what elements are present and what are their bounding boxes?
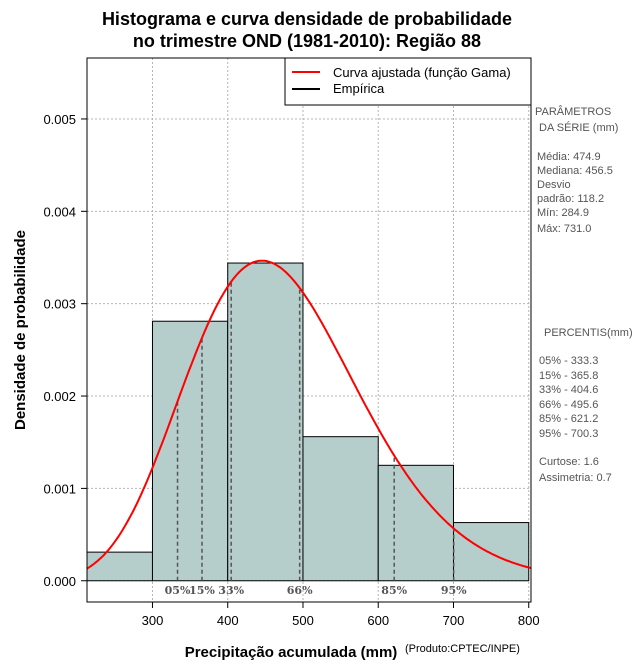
y-tick-label: 0.005	[43, 112, 76, 127]
y-axis-label: Densidade de probabilidade	[12, 230, 29, 430]
assimetria-line: Assimetria: 0.7	[539, 472, 612, 484]
chart-title-line-2: no trimestre OND (1981-2010): Região 88	[133, 31, 481, 51]
params-title-2: DA SÉRIE (mm)	[539, 121, 618, 134]
param-line: Média: 474.9	[537, 151, 601, 163]
percentil-line: 95% - 700.3	[539, 428, 598, 440]
percentil-line: 85% - 621.2	[539, 413, 598, 425]
percentile-lines: 05%15% 33% 66% 85% 95%	[165, 281, 467, 597]
histogram-bar	[227, 262, 304, 582]
param-line: Máx: 731.0	[537, 223, 591, 235]
param-line: Mín: 284.9	[537, 207, 589, 219]
percentil-line: 33% - 404.6	[539, 384, 598, 396]
x-tick-label: 800	[518, 613, 540, 628]
percentil-line: 05% - 333.3	[539, 355, 598, 367]
fitted-curve	[86, 259, 532, 570]
legend-curve-label: Curva ajustada (função Gama)	[333, 65, 511, 80]
param-line: Desvio	[537, 179, 571, 191]
histogram-bar	[452, 522, 530, 582]
legend-box	[284, 57, 532, 106]
percentiles-panel: PERCENTIS(mm) 05% - 333.3 15% - 365.8 33…	[539, 327, 633, 484]
chart-title-line-1: Histograma e curva densidade de probabil…	[102, 9, 512, 29]
param-line: padrão: 118.2	[537, 193, 604, 205]
x-axis-ticks: 300 400 500 600 700 800	[142, 602, 540, 628]
param-line: Mediana: 456.5	[537, 165, 613, 177]
percentile-label: 05%	[165, 584, 191, 597]
series-parameters-panel: PARÂMETROS DA SÉRIE (mm) Média: 474.9 Me…	[535, 105, 618, 235]
y-tick-label: 0.000	[43, 574, 76, 589]
y-tick-label: 0.001	[43, 481, 76, 496]
histogram-bar	[302, 436, 379, 582]
legend: Curva ajustada (função Gama) Empírica	[284, 57, 532, 106]
x-tick-label: 600	[367, 613, 389, 628]
x-tick-label: 300	[142, 613, 164, 628]
y-tick-label: 0.002	[43, 389, 76, 404]
histogram-bar	[151, 320, 229, 582]
x-axis-label: Precipitação acumulada (mm)	[185, 644, 398, 660]
percentile-label: 95%	[441, 584, 467, 597]
percentil-line: 15% - 365.8	[539, 370, 598, 382]
percentile-label: 85%	[381, 584, 407, 597]
percentil-line: 66% - 495.6	[539, 399, 598, 411]
curtose-line: Curtose: 1.6	[539, 456, 599, 468]
x-tick-label: 700	[443, 613, 465, 628]
percentile-label: 33%	[218, 584, 244, 597]
legend-empirical-label: Empírica	[333, 81, 385, 96]
x-tick-label: 500	[292, 613, 314, 628]
x-tick-label: 400	[217, 613, 239, 628]
y-axis-ticks: 0.000 0.001 0.002 0.003 0.004 0.005	[43, 112, 87, 589]
percentis-title: PERCENTIS(mm)	[544, 327, 633, 339]
histogram-bars	[86, 262, 530, 582]
params-title-1: PARÂMETROS	[535, 105, 611, 118]
fitted-curve-line	[86, 259, 532, 570]
product-credit: (Produto:CPTEC/INPE)	[405, 643, 520, 655]
histogram-bar	[86, 551, 153, 582]
percentile-label: 66%	[287, 584, 313, 597]
y-tick-label: 0.004	[43, 204, 76, 219]
percentile-label: 15%	[189, 584, 215, 597]
histogram-bar	[377, 464, 454, 582]
y-tick-label: 0.003	[43, 297, 76, 312]
